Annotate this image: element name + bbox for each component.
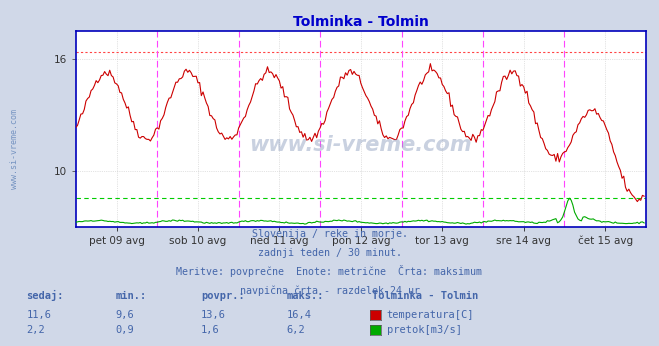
Text: 2,2: 2,2: [26, 325, 45, 335]
Text: 13,6: 13,6: [201, 310, 226, 320]
Text: 6,2: 6,2: [287, 325, 305, 335]
Title: Tolminka - Tolmin: Tolminka - Tolmin: [293, 15, 429, 29]
Text: min.:: min.:: [115, 291, 146, 301]
Text: pretok[m3/s]: pretok[m3/s]: [387, 325, 462, 335]
Text: povpr.:: povpr.:: [201, 291, 244, 301]
Text: 0,9: 0,9: [115, 325, 134, 335]
Text: Meritve: povprečne  Enote: metrične  Črta: maksimum: Meritve: povprečne Enote: metrične Črta:…: [177, 265, 482, 277]
Text: www.si-vreme.com: www.si-vreme.com: [10, 109, 19, 189]
Text: 9,6: 9,6: [115, 310, 134, 320]
Text: temperatura[C]: temperatura[C]: [387, 310, 474, 320]
Text: navpična črta - razdelek 24 ur: navpična črta - razdelek 24 ur: [239, 285, 420, 296]
Text: 16,4: 16,4: [287, 310, 312, 320]
Text: maks.:: maks.:: [287, 291, 324, 301]
Text: www.si-vreme.com: www.si-vreme.com: [250, 135, 472, 155]
Text: zadnji teden / 30 minut.: zadnji teden / 30 minut.: [258, 248, 401, 258]
Text: Slovenija / reke in morje.: Slovenija / reke in morje.: [252, 229, 407, 239]
Text: 11,6: 11,6: [26, 310, 51, 320]
Text: Tolminka - Tolmin: Tolminka - Tolmin: [372, 291, 478, 301]
Text: sedaj:: sedaj:: [26, 290, 64, 301]
Text: 1,6: 1,6: [201, 325, 219, 335]
